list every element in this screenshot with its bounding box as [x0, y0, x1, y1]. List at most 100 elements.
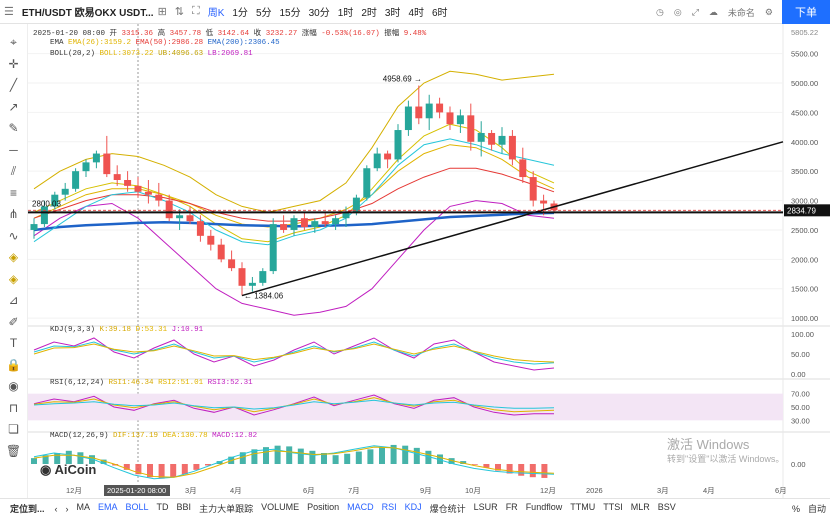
fullscreen-icon[interactable]: ⛶ — [192, 5, 200, 17]
indicator-10[interactable]: KDJ — [404, 502, 422, 512]
magnet-icon[interactable]: ⊓ — [8, 400, 19, 415]
indicator-5[interactable]: 主力大单跟踪 — [199, 504, 254, 514]
macd-histogram-bar — [274, 445, 281, 464]
grid-icon[interactable]: ⊞ — [157, 6, 167, 18]
camera-icon[interactable]: ◎ — [673, 6, 682, 17]
timeframe-5m[interactable]: 5分 — [255, 8, 272, 19]
indicator-4[interactable]: BBI — [176, 502, 192, 512]
pattern2-icon[interactable]: ◈ — [8, 271, 19, 286]
brush-icon[interactable]: ✐ — [8, 314, 19, 329]
candle-body — [529, 177, 537, 201]
macd-histogram-bar — [344, 453, 351, 464]
fib-icon[interactable]: ≡ — [9, 185, 17, 200]
macd-histogram-bar — [471, 464, 478, 465]
timeframe-2h[interactable]: 2时 — [361, 8, 377, 19]
profile-name[interactable]: 未命名 — [727, 7, 755, 18]
candle-body — [456, 115, 464, 125]
candle-body — [540, 200, 548, 204]
candle-body — [311, 221, 319, 228]
hline-label: 2800.03 — [32, 199, 61, 208]
trendline-icon[interactable]: ╱ — [9, 78, 18, 92]
time-axis-label: 6月 — [775, 486, 787, 495]
pattern-icon[interactable]: ◈ — [8, 250, 19, 264]
next-icon[interactable]: › — [65, 503, 69, 514]
indicator-15[interactable]: TTMU — [570, 502, 596, 512]
hline-icon[interactable]: ─ — [9, 142, 18, 157]
candle-body — [228, 259, 236, 269]
candle-body — [144, 191, 152, 195]
indicator-2[interactable]: BOLL — [125, 502, 149, 512]
eye-icon[interactable]: ◉ — [8, 379, 19, 393]
crosshair-icon[interactable]: ✛ — [8, 56, 19, 71]
menu-icon[interactable]: ☰ — [4, 6, 14, 18]
top-toolbar: ☰ ETH/USDT 欧易OKX USDT... ⊞ ⇅ ⛶ 周K 1分 5分 … — [0, 0, 830, 24]
timeframe-15m[interactable]: 15分 — [279, 8, 301, 19]
buy-button[interactable]: 下单 — [782, 0, 830, 24]
cloud-icon[interactable]: ☁ — [708, 6, 718, 17]
indicator-17[interactable]: MLR — [630, 502, 650, 512]
compare-icon[interactable]: ⇅ — [174, 6, 184, 18]
indicator-12[interactable]: LSUR — [473, 502, 498, 512]
candle-body — [321, 221, 329, 225]
symbol-selector[interactable]: ETH/USDT 欧易OKX USDT... — [21, 8, 154, 19]
timeframe-6h[interactable]: 6时 — [432, 8, 448, 19]
timeframe-4h[interactable]: 4时 — [408, 8, 424, 19]
indicator-16[interactable]: TTSI — [603, 502, 623, 512]
candle-body — [300, 218, 308, 228]
locate-button[interactable]: 定位到... — [10, 504, 45, 514]
indicator-7[interactable]: Position — [307, 502, 340, 512]
windows-watermark-sub: 转到"设置"以激活 Windows。 — [667, 454, 785, 464]
indicator-9[interactable]: RSI — [381, 502, 397, 512]
channel-icon[interactable]: ⫽ — [10, 164, 17, 178]
candle-body — [51, 194, 59, 207]
chart-area[interactable]: 5500.00 5000.00 4500.00 4000.00 3500.00 3000.… — [28, 24, 830, 498]
macd-histogram-bar — [425, 450, 432, 464]
aicoin-logo: ◉ AiCoin — [40, 462, 97, 477]
timeframe-1m[interactable]: 1分 — [232, 8, 248, 19]
text-icon[interactable]: T — [9, 336, 18, 350]
indicator-13[interactable]: FR — [505, 502, 518, 512]
macd-histogram-bar — [413, 447, 420, 464]
arrow-icon[interactable]: ↗ — [8, 99, 19, 114]
layers-icon[interactable]: ❏ — [8, 422, 19, 436]
cursor-icon[interactable]: ⌖ — [10, 35, 17, 49]
candle-body — [82, 162, 90, 172]
candle-body — [342, 212, 350, 219]
percent-toggle[interactable]: % — [791, 503, 800, 514]
indicator-14[interactable]: Fundflow — [525, 502, 563, 512]
indicator-0[interactable]: MA — [76, 502, 91, 512]
indicator-8[interactable]: MACD — [347, 502, 374, 512]
timeframe-1h[interactable]: 1时 — [337, 8, 354, 19]
macd-histogram-bar — [518, 464, 525, 476]
timeframe-3h[interactable]: 3时 — [384, 8, 401, 19]
macd-histogram-bar — [54, 453, 61, 464]
prev-icon[interactable]: ‹ — [54, 503, 58, 514]
time-axis-label: 6月 — [303, 486, 315, 495]
high-annotation: 4958.69 → — [383, 74, 422, 83]
candle-body — [176, 215, 184, 219]
wave-icon[interactable]: ∿ — [8, 228, 19, 243]
settings-icon[interactable]: ⚙ — [764, 6, 773, 17]
timeframe-30m[interactable]: 30分 — [308, 8, 330, 19]
price-axis-label: 2000.00 — [791, 255, 818, 264]
macd-histogram-bar — [379, 447, 385, 464]
expand-icon[interactable]: ⤢ — [691, 6, 699, 17]
ruler-icon[interactable]: ⊿ — [8, 293, 19, 307]
indicator-3[interactable]: TD — [156, 502, 169, 512]
macd-histogram-bar — [193, 464, 200, 470]
indicator-1[interactable]: EMA — [98, 502, 118, 512]
clock-icon[interactable]: ◷ — [655, 6, 664, 17]
indicator-6[interactable]: VOLUME — [261, 502, 300, 512]
timeframe-week[interactable]: 周K — [207, 8, 225, 19]
indicator-18[interactable]: BSV — [657, 502, 676, 512]
pitchfork-icon[interactable]: ⋔ — [8, 207, 19, 221]
macd-histogram-bar — [286, 446, 293, 464]
indicator-11[interactable]: 爆仓统计 — [429, 504, 466, 514]
auto-toggle[interactable]: 自动 — [807, 504, 826, 514]
candle-body — [446, 112, 454, 125]
trash-icon[interactable]: 🗑 — [5, 443, 22, 458]
pen-icon[interactable]: ✎ — [8, 121, 19, 135]
lock-icon[interactable]: 🔒 — [6, 357, 21, 372]
time-axis-label: 12月 — [66, 486, 82, 495]
macd-histogram-bar — [402, 445, 409, 464]
